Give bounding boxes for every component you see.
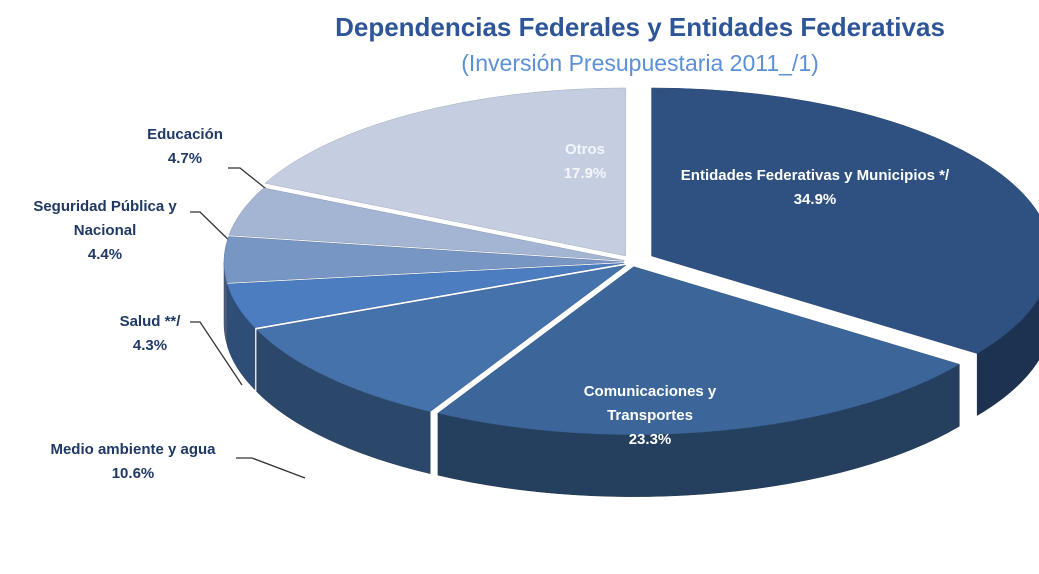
value-label: 4.3% [132,337,168,354]
chart-subtitle: (Inversión Presupuestaria 2011_/1) [461,50,819,76]
slice-label: Seguridad Pública y Nacional 4.4% [10,195,200,267]
slice-label: Entidades Federativas y Municipios */ 34.… [680,164,950,212]
pie-slice [223,236,625,283]
slice-label: Educación 4.7% [130,123,240,171]
slice-label: Salud **/ 4.3% [90,310,210,358]
pie-slice [256,264,627,412]
category-label: Otros [564,141,605,158]
leader-line [190,211,238,249]
category-label: Entidades Federativas y Municipios */ [680,167,950,184]
value-label: 17.9% [563,165,607,182]
pie-sides [223,261,1039,497]
leader-line [236,457,306,479]
leader-line [228,167,276,197]
category-label: Salud **/ [119,313,181,330]
pie-slice [227,262,625,328]
pie-slice [228,187,625,261]
category-label: Seguridad Pública y Nacional [33,198,177,239]
pie-side [976,297,1039,416]
value-label: 10.6% [111,465,155,482]
pie-slice [437,266,960,435]
slice-label: Otros 17.9% [520,138,650,186]
category-label: Medio ambiente y agua [50,441,216,458]
value-label: 4.7% [167,150,203,167]
chart-title: Dependencias Federales y Entidades Feder… [335,12,945,42]
category-label: Educación [147,126,223,143]
leader-line [190,321,243,386]
value-label: 34.9% [793,191,837,208]
pie-tops [223,87,1039,435]
pie-slice [264,87,626,257]
pie-slice [651,87,1039,354]
leader-lines [190,167,306,479]
value-label: 4.4% [87,246,123,263]
value-label: 23.3% [628,431,672,448]
slice-label: Comunicaciones y Transportes 23.3% [545,380,755,452]
slice-label: Medio ambiente y agua 10.6% [18,438,248,486]
category-label: Comunicaciones y Transportes [583,383,717,424]
